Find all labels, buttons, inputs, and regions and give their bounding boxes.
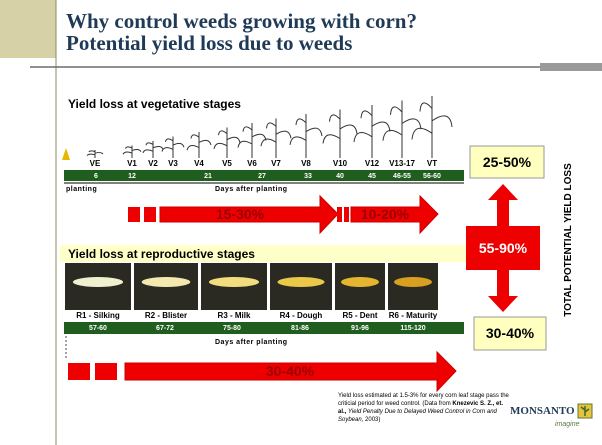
ear [341,277,379,287]
footnote-year: , 2003) [362,417,381,423]
page: Why control weeds growing with corn? Pot… [0,0,602,445]
stage-label: V8 [301,159,311,168]
stage-label: V10 [333,159,348,168]
stage-label: R2 - Blister [145,311,187,320]
stage-label: VT [427,159,437,168]
sidebar [0,0,56,58]
arrow-block [144,207,156,222]
title-bar [540,63,602,71]
plant [323,110,357,159]
section-heading: Yield loss at vegetative stages [68,97,241,111]
day-label: 91-96 [351,325,369,332]
day-label: 33 [304,173,312,180]
day-label: 46-55 [393,173,411,180]
slide-art: Why control weeds growing with corn? Pot… [0,0,602,445]
photos [65,263,438,310]
stage-label: R6 - Maturity [389,311,438,320]
stage-label: R5 - Dent [342,311,377,320]
day-label: 27 [258,173,266,180]
day-label: 12 [128,173,136,180]
stage-label: V4 [194,159,204,168]
ear [277,277,324,287]
day-label: 21 [204,173,212,180]
stage-label: V5 [222,159,232,168]
arrow-block [337,207,342,222]
stage-label: R3 - Milk [218,311,251,320]
plant [123,146,141,159]
day-label: 115-120 [400,325,425,332]
stage-label: V2 [148,159,158,168]
day-label: 81-86 [291,325,309,332]
stage-label: V13-17 [389,159,415,168]
total-value: 25-50% [483,154,532,170]
ear [394,277,432,287]
plant [412,96,452,158]
day-label: 75-80 [223,325,241,332]
loss-label: 10-20% [361,206,410,222]
arrow-block [68,363,90,380]
logo-tagline: imagine [555,421,580,428]
plant [238,123,266,158]
day-label: 40 [336,173,344,180]
day-label: 67-72 [156,325,174,332]
plant [87,150,103,158]
stage-label: V3 [168,159,178,168]
total-label: TOTAL POTENTIAL YIELD LOSS [563,163,574,317]
stage-label: V6 [247,159,257,168]
axis-label: Days after planting [215,186,288,193]
plant [290,114,322,158]
plant [162,137,184,159]
plant [187,132,211,158]
stage-label: V1 [127,159,137,168]
axis-label: Days after planting [215,339,288,346]
plant [383,101,421,159]
day-label: 57-60 [89,325,107,332]
loss-label: 15-30% [216,206,265,222]
arrow-block [128,207,140,222]
ear [73,277,123,287]
total-value: 55-90% [479,240,528,256]
plant [143,141,163,158]
arrow-block [95,363,117,380]
ear [209,277,259,287]
title-line: Why control weeds growing with corn? [66,9,417,33]
plant [214,128,240,159]
title-line: Potential yield loss due to weeds [66,31,352,55]
slide: Why control weeds growing with corn? Pot… [0,0,602,445]
ear [142,277,191,287]
total-value: 30-40% [486,325,535,341]
stage-label: R1 - Silking [76,311,120,320]
day-label: 56-60 [423,173,441,180]
stage-label: VE [90,159,101,168]
day-label: 45 [368,173,376,180]
arrow-block [344,207,349,222]
logo-name: MONSANTO [510,405,575,417]
stage-label: R4 - Dough [280,311,323,320]
footnote: Yield loss estimated at 1.5-3% for every… [338,392,513,424]
day-label: 6 [94,173,98,180]
section-heading: Yield loss at reproductive stages [68,247,255,261]
stage-label: V7 [271,159,281,168]
planting-label: planting [66,186,97,193]
loss-label: 30-40% [266,363,315,379]
planting-marker [62,148,70,160]
plant [354,105,390,158]
stage-label: V12 [365,159,380,168]
